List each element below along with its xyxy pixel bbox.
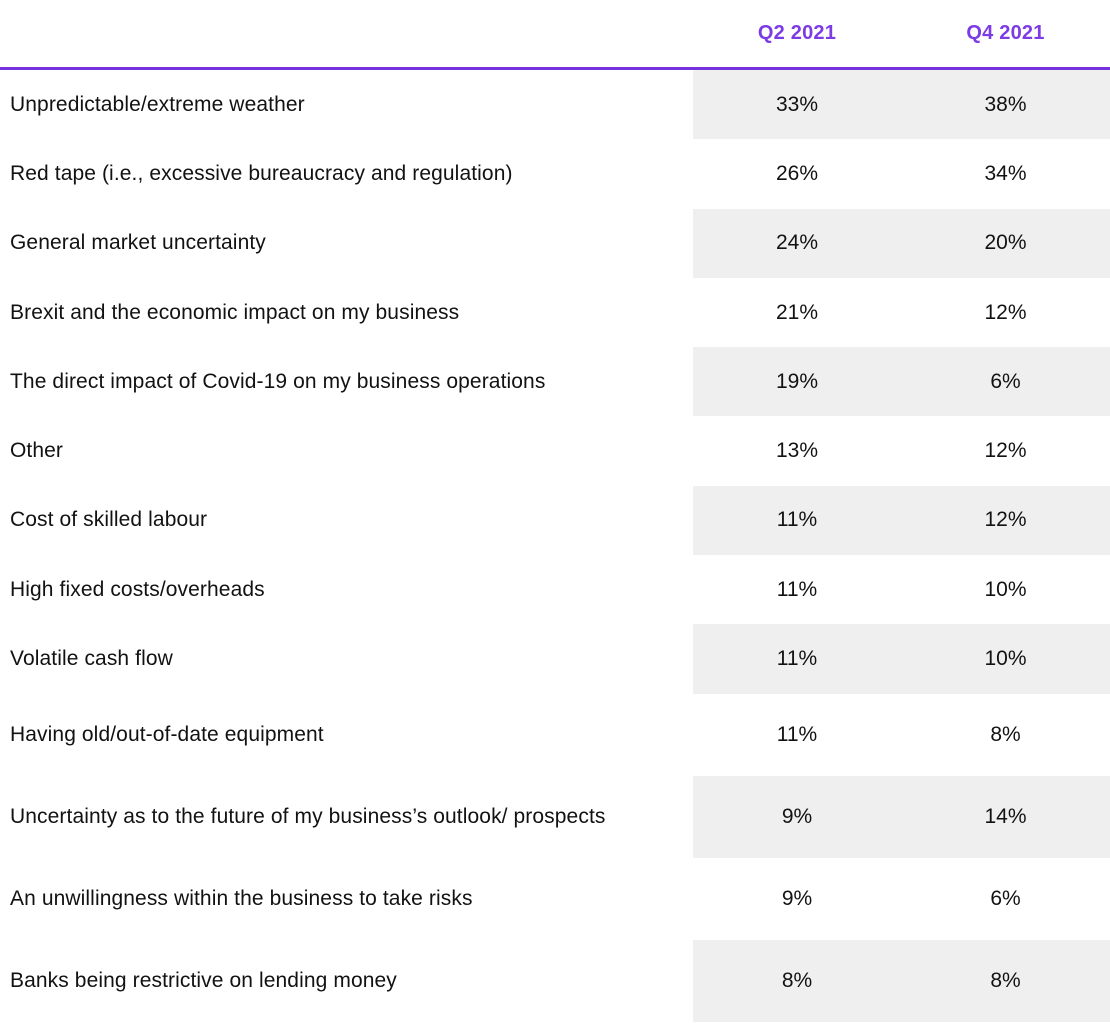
q4-value: 14% [901, 775, 1110, 858]
table-row: Cost of skilled labour 11% 12% [0, 485, 1110, 556]
row-label: Banks being restrictive on lending money [10, 968, 397, 992]
table-row: Brexit and the economic impact on my bus… [0, 278, 1110, 347]
q4-value: 6% [990, 886, 1021, 910]
q2-value: 11% [776, 577, 818, 601]
q2-value: 11% [693, 485, 901, 556]
q4-value: 10% [984, 577, 1027, 601]
table-row: An unwillingness within the business to … [0, 858, 1110, 940]
table-row: Uncertainty as to the future of my busin… [0, 775, 1110, 858]
q2-value: 9% [781, 886, 813, 910]
table-header-row: Q2 2021 Q4 2021 [0, 0, 1110, 70]
q2-value: 19% [693, 347, 901, 417]
table-row: Unpredictable/extreme weather 33% 38% [0, 70, 1110, 140]
row-label: Having old/out-of-date equipment [10, 722, 324, 746]
q2-value: 13% [775, 439, 819, 463]
q4-value: 8% [901, 939, 1110, 1022]
table-row: Other 13% 12% [0, 416, 1110, 485]
table-row: The direct impact of Covid-19 on my busi… [0, 347, 1110, 417]
row-label: General market uncertainty [10, 231, 266, 255]
q4-value: 12% [984, 300, 1027, 324]
column-header-q4-2021: Q4 2021 [966, 22, 1045, 44]
q4-value: 8% [990, 722, 1021, 746]
q2-value: 24% [693, 208, 901, 278]
table-row: Volatile cash flow 11% 10% [0, 624, 1110, 694]
row-label: The direct impact of Covid-19 on my busi… [10, 369, 546, 393]
q4-value: 6% [901, 347, 1110, 417]
table-row: Banks being restrictive on lending money… [0, 939, 1110, 1022]
q2-value: 8% [693, 939, 901, 1022]
row-label: Cost of skilled labour [10, 508, 208, 532]
q4-value: 12% [901, 485, 1110, 556]
row-label: Brexit and the economic impact on my bus… [10, 300, 460, 324]
q4-value: 38% [901, 70, 1110, 140]
table-row: General market uncertainty 24% 20% [0, 208, 1110, 278]
q2-value: 11% [776, 722, 818, 746]
row-label: Volatile cash flow [10, 647, 173, 671]
q2-value: 11% [693, 624, 901, 694]
row-label: Uncertainty as to the future of my busin… [10, 804, 606, 828]
table-row: High fixed costs/overheads 11% 10% [0, 555, 1110, 624]
table-row: Red tape (i.e., excessive bureaucracy an… [0, 139, 1110, 208]
row-label: High fixed costs/overheads [10, 577, 265, 601]
q2-value: 33% [693, 70, 901, 140]
column-header-q2-2021: Q2 2021 [757, 22, 837, 44]
q2-value: 9% [693, 775, 901, 858]
q4-value: 34% [984, 161, 1027, 185]
q2-value: 26% [775, 161, 819, 185]
row-label: Other [10, 439, 64, 463]
q4-value: 20% [901, 208, 1110, 278]
q4-value: 10% [901, 624, 1110, 694]
row-label: Unpredictable/extreme weather [10, 92, 305, 116]
q4-value: 12% [984, 439, 1027, 463]
table-row: Having old/out-of-date equipment 11% 8% [0, 694, 1110, 776]
row-label: An unwillingness within the business to … [10, 886, 473, 910]
q2-value: 21% [775, 300, 819, 324]
row-label: Red tape (i.e., excessive bureaucracy an… [10, 161, 513, 185]
